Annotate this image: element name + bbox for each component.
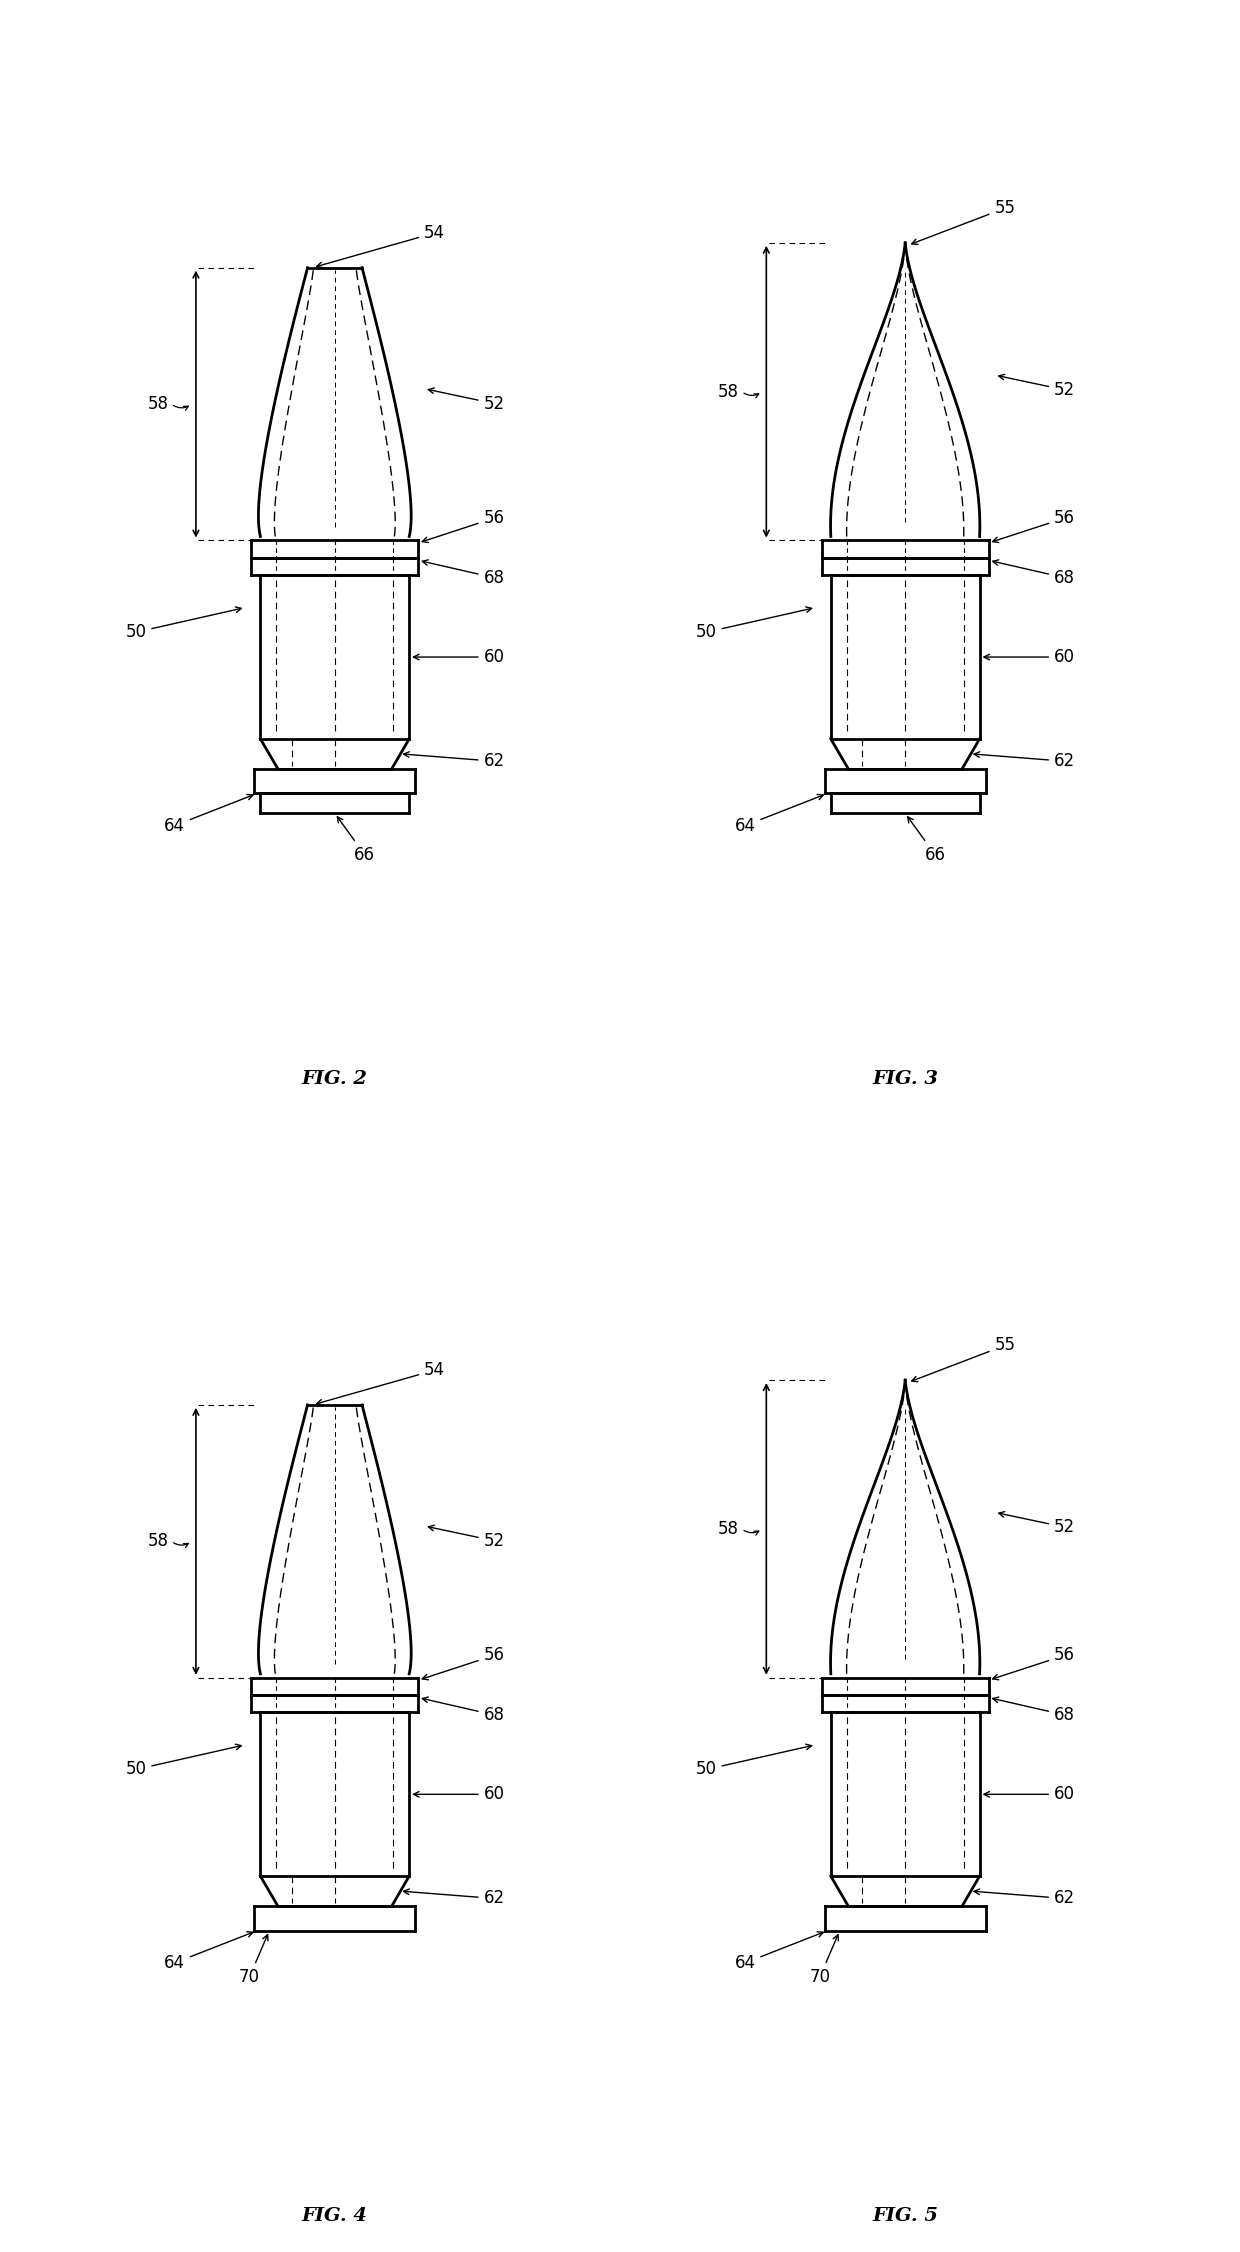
Text: 52: 52 [998, 374, 1075, 399]
Text: 60: 60 [413, 649, 505, 667]
Text: 64: 64 [164, 795, 253, 835]
Text: 62: 62 [403, 752, 505, 770]
Text: 50: 50 [696, 1743, 812, 1779]
Text: 64: 64 [734, 795, 823, 835]
Text: 60: 60 [983, 649, 1075, 667]
Text: 56: 56 [993, 1646, 1075, 1680]
Text: 52: 52 [428, 1525, 505, 1549]
Text: 58: 58 [718, 383, 739, 401]
Text: 56: 56 [423, 1646, 505, 1680]
Text: 68: 68 [423, 1698, 505, 1725]
Text: 60: 60 [983, 1786, 1075, 1804]
Text: 55: 55 [911, 198, 1016, 245]
Text: 56: 56 [993, 509, 1075, 543]
Text: 55: 55 [911, 1335, 1016, 1383]
Text: 64: 64 [734, 1932, 823, 1973]
Text: 52: 52 [428, 387, 505, 412]
Text: 50: 50 [696, 606, 812, 642]
Text: 66: 66 [908, 817, 945, 863]
Text: 60: 60 [413, 1786, 505, 1804]
Text: 56: 56 [423, 509, 505, 543]
Text: 50: 50 [125, 1743, 242, 1779]
Text: 66: 66 [337, 817, 374, 863]
Text: 62: 62 [973, 752, 1075, 770]
Text: 68: 68 [993, 1698, 1075, 1725]
Text: 68: 68 [423, 561, 505, 588]
Text: FIG. 5: FIG. 5 [872, 2207, 939, 2225]
Text: 70: 70 [239, 1934, 268, 1986]
Text: 62: 62 [403, 1889, 505, 1907]
Text: 54: 54 [316, 223, 445, 268]
Text: 64: 64 [164, 1932, 253, 1973]
Text: FIG. 4: FIG. 4 [301, 2207, 368, 2225]
Text: 58: 58 [148, 394, 169, 412]
Text: 58: 58 [718, 1520, 739, 1538]
Text: 70: 70 [810, 1934, 838, 1986]
Text: 68: 68 [993, 561, 1075, 588]
Text: 50: 50 [125, 606, 242, 642]
Text: 52: 52 [998, 1511, 1075, 1536]
Text: 54: 54 [316, 1360, 445, 1405]
Text: FIG. 3: FIG. 3 [872, 1070, 939, 1088]
Text: 58: 58 [148, 1531, 169, 1549]
Text: 62: 62 [973, 1889, 1075, 1907]
Text: FIG. 2: FIG. 2 [301, 1070, 368, 1088]
